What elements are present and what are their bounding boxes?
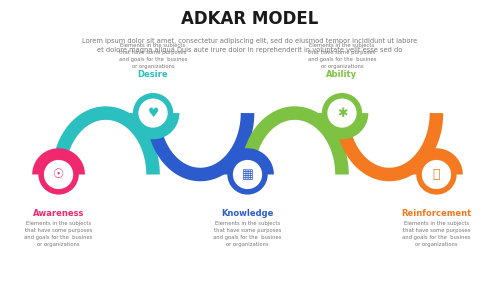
Text: Reinforcement: Reinforcement bbox=[402, 209, 471, 218]
Text: ⛓: ⛓ bbox=[432, 168, 440, 181]
Text: Ability: Ability bbox=[326, 70, 358, 79]
Polygon shape bbox=[410, 148, 463, 175]
Polygon shape bbox=[32, 148, 85, 175]
Polygon shape bbox=[240, 106, 349, 175]
Text: Elements in the subjects
that have some purposes
and goals for the  busines
or o: Elements in the subjects that have some … bbox=[24, 221, 93, 246]
Polygon shape bbox=[146, 113, 254, 181]
Circle shape bbox=[138, 98, 168, 128]
Circle shape bbox=[416, 155, 457, 195]
Polygon shape bbox=[126, 113, 180, 139]
Polygon shape bbox=[221, 148, 274, 175]
Text: Knowledge: Knowledge bbox=[222, 209, 274, 218]
Circle shape bbox=[44, 160, 73, 189]
Circle shape bbox=[233, 160, 262, 189]
Text: Elements in the subjects
that have some purposes
and goals for the  busines
or o: Elements in the subjects that have some … bbox=[214, 221, 282, 246]
Text: Awareness: Awareness bbox=[33, 209, 84, 218]
Text: ADKAR MODEL: ADKAR MODEL bbox=[182, 10, 318, 28]
Polygon shape bbox=[316, 113, 368, 139]
Polygon shape bbox=[52, 106, 160, 175]
Text: ☉: ☉ bbox=[53, 168, 64, 181]
Text: ▦: ▦ bbox=[242, 168, 254, 181]
Text: Elements in the subjects
that have some purposes
and goals for the  busines
or o: Elements in the subjects that have some … bbox=[308, 43, 376, 69]
Circle shape bbox=[322, 93, 362, 133]
Circle shape bbox=[228, 155, 268, 195]
Text: ♥: ♥ bbox=[148, 107, 158, 120]
Text: Elements in the subjects
that have some purposes
and goals for the  busines
or o: Elements in the subjects that have some … bbox=[402, 221, 470, 246]
Polygon shape bbox=[335, 113, 443, 181]
Text: Lorem ipsum dolor sit amet, consectetur adipiscing elit, sed do eiusmod tempor i: Lorem ipsum dolor sit amet, consectetur … bbox=[82, 38, 417, 53]
Text: ✱: ✱ bbox=[336, 107, 347, 120]
Circle shape bbox=[38, 155, 79, 195]
Text: Desire: Desire bbox=[138, 70, 168, 79]
Circle shape bbox=[133, 93, 173, 133]
Circle shape bbox=[422, 160, 451, 189]
Circle shape bbox=[328, 98, 356, 128]
Text: Elements in the subjects
that have some purposes
and goals for the  busines
or o: Elements in the subjects that have some … bbox=[119, 43, 188, 69]
